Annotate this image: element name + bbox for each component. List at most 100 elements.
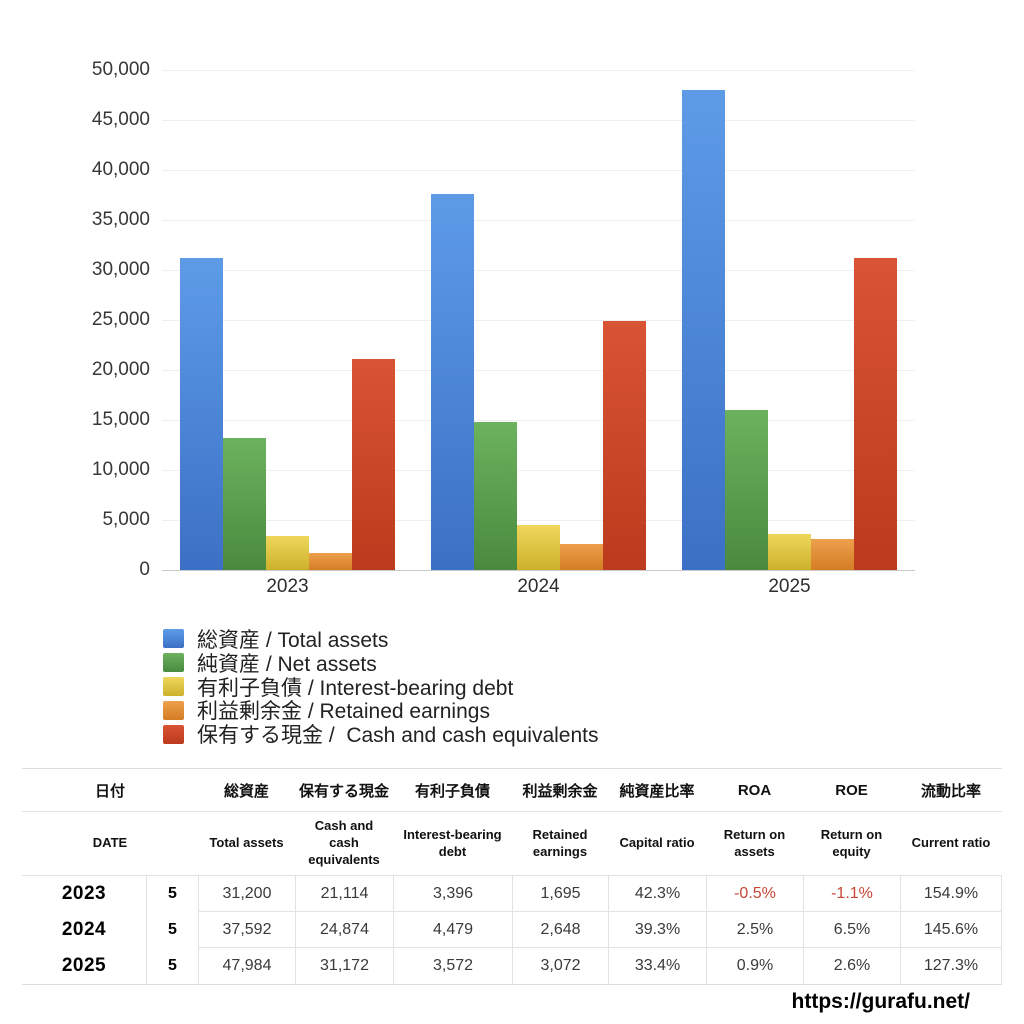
value-cell: 2.5%	[706, 912, 803, 948]
header-cell-ja: 純資産比率	[619, 782, 695, 800]
value-cell: 0.9%	[706, 948, 803, 984]
bar-2025-total-assets	[682, 90, 725, 570]
value-cell: -0.5%	[706, 876, 803, 912]
value-cell: 39.3%	[608, 912, 706, 948]
header-cell-ja: 総資産	[223, 782, 269, 800]
gridline-45000	[162, 120, 915, 121]
year-cell: 2024	[61, 919, 107, 940]
year-cell: 2023	[61, 883, 107, 904]
value-cell: 33.4%	[608, 948, 706, 984]
bar-2024-net-assets	[474, 422, 517, 570]
value-cell: 21,114	[295, 876, 393, 912]
gridline-10000	[162, 470, 915, 471]
y-tick-label: 5,000	[102, 509, 150, 530]
chart-legend: 総資産 / Total assets 純資産 / Net assets 有利子負債 …	[163, 627, 599, 747]
year-cell: 2025	[61, 955, 107, 976]
legend-label: 有利子負債 / Interest-bearing debt	[197, 676, 514, 700]
x-tick-label-2024: 2024	[517, 576, 560, 597]
x-tick-label-2023: 2023	[266, 576, 309, 597]
value-cell: 145.6%	[900, 912, 1002, 948]
header-cell-ja: ROA	[737, 781, 772, 799]
header-cell-en: Interest-bearing debt	[403, 826, 502, 859]
bar-2024-interest-bearing-debt	[517, 525, 560, 570]
value-cell: 2,648	[512, 912, 608, 948]
header-cell-ja: 保有する現金	[298, 782, 389, 800]
legend-label: 純資産 / Net assets	[197, 652, 377, 676]
y-tick-label: 10,000	[91, 459, 150, 480]
header-cell-en: Total assets	[209, 835, 284, 851]
y-tick-label: 35,000	[91, 209, 150, 230]
value-cell: 47,984	[198, 948, 295, 984]
bar-2023-retained-earnings	[309, 553, 352, 570]
value-cell: 42.3%	[608, 876, 706, 912]
gridline-15000	[162, 420, 915, 421]
bar-2023-interest-bearing-debt	[266, 536, 309, 570]
bar-2024-total-assets	[431, 194, 474, 570]
header-cell-ja: 有利子負債	[414, 782, 490, 800]
y-tick-label: 50,000	[91, 59, 150, 80]
bar-chart: 0 5,000 10,000 15,000 20,000 25,000 30,000 35,0…	[91, 59, 915, 597]
table-header-row-ja: 日付 総資産 保有する現金 有利子負債 利益剰余金 純資産比率 ROA ROE 流動比率	[22, 769, 1002, 812]
header-cell-en: DATE	[92, 835, 128, 851]
table-row-2025: 2025 5 47,984 31,172 3,572 3,072 33.4% 0.9% 2.6%…	[22, 948, 1002, 984]
gridline-40000	[162, 170, 915, 171]
legend-swatch-icon	[163, 676, 184, 696]
header-cell-en: Capital ratio	[619, 835, 695, 851]
legend-item-total-assets: 総資産 / Total assets	[163, 627, 599, 652]
legend-item-net-assets: 純資産 / Net assets	[163, 651, 599, 676]
legend-item-cash-and-cash-equivalents: 保有する現金 / Cash and cash equivalents	[163, 722, 599, 747]
value-cell: 127.3%	[900, 948, 1002, 984]
financial-metrics-table: 日付 総資産 保有する現金 有利子負債 利益剰余金 純資産比率 ROA ROE 流動比率 DATE…	[22, 768, 1002, 985]
header-cell-ja: 流動比率	[920, 782, 981, 800]
y-tick-label: 45,000	[91, 109, 150, 130]
header-cell-en: Retained earnings	[532, 826, 588, 859]
legend-swatch-icon	[163, 629, 184, 649]
table-row-2023: 2023 5 31,200 21,114 3,396 1,695 42.3% -0.5% -1.…	[22, 876, 1002, 912]
legend-swatch-icon	[163, 653, 184, 673]
header-cell-ja: ROE	[835, 781, 868, 799]
bar-2025-net-assets	[725, 409, 768, 570]
header-cell-ja: 利益剰余金	[522, 782, 598, 800]
gridline-50000	[162, 70, 915, 71]
bar-2023-net-assets	[223, 438, 266, 570]
header-cell-en: Return on assets	[723, 826, 786, 859]
value-cell: 3,396	[393, 876, 512, 912]
legend-swatch-icon	[163, 724, 184, 744]
month-cell: 5	[146, 876, 198, 912]
bar-2025-cash-and-cash-equivalents	[854, 258, 897, 570]
bar-2023-cash-and-cash-equivalents	[352, 358, 395, 570]
y-tick-label: 15,000	[91, 409, 150, 430]
header-cell-en: Return on equity	[820, 826, 883, 859]
gridline-20000	[162, 370, 915, 371]
gridline-5000	[162, 520, 915, 521]
value-cell: 24,874	[295, 912, 393, 948]
header-cell-en: Current ratio	[911, 835, 991, 851]
y-tick-label: 40,000	[91, 159, 150, 180]
value-cell: 1,695	[512, 876, 608, 912]
value-cell: 3,572	[393, 948, 512, 984]
legend-item-retained-earnings: 利益剰余金 / Retained earnings	[163, 698, 599, 723]
value-cell: 2.6%	[803, 948, 900, 984]
value-cell: -1.1%	[803, 876, 900, 912]
legend-label: 総資産 / Total assets	[197, 628, 389, 652]
y-tick-label: 0	[139, 559, 150, 580]
month-cell: 5	[146, 912, 198, 948]
table-row-2024: 2024 5 37,592 24,874 4,479 2,648 39.3% 2.5% 6.5%…	[22, 912, 1002, 948]
value-cell: 6.5%	[803, 912, 900, 948]
bar-2025-retained-earnings	[811, 539, 854, 570]
y-tick-label: 30,000	[91, 259, 150, 280]
bar-2025-interest-bearing-debt	[768, 534, 811, 570]
value-cell: 154.9%	[900, 876, 1002, 912]
bar-2024-retained-earnings	[560, 543, 603, 570]
table-header-row-en: DATE Total assets Cash and cash equivalent…	[22, 812, 1002, 876]
legend-swatch-icon	[163, 700, 184, 720]
gridline-35000	[162, 220, 915, 221]
bar-2023-total-assets	[180, 258, 223, 570]
plot-area	[162, 70, 915, 570]
value-cell: 3,072	[512, 948, 608, 984]
gridline-30000	[162, 270, 915, 271]
legend-item-interest-bearing-debt: 有利子負債 / Interest-bearing debt	[163, 675, 599, 700]
value-cell: 4,479	[393, 912, 512, 948]
month-cell: 5	[146, 948, 198, 984]
